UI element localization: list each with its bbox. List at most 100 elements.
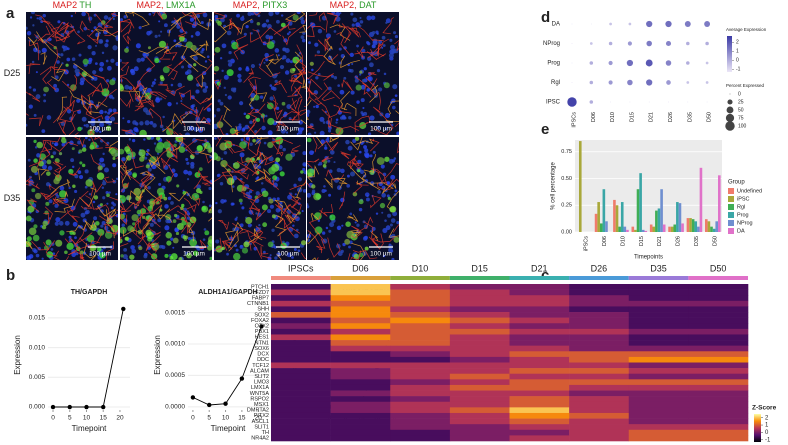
green-cell xyxy=(26,215,32,222)
green-cell xyxy=(292,68,296,72)
neurite xyxy=(139,187,162,203)
neurite xyxy=(292,181,306,199)
neurite xyxy=(367,42,382,58)
heat-cell xyxy=(569,379,630,386)
nucleus xyxy=(371,31,376,35)
group-label: D06 xyxy=(352,263,369,273)
nucleus xyxy=(234,217,238,221)
neurite xyxy=(351,242,366,260)
dot xyxy=(608,60,613,66)
nucleus xyxy=(346,174,350,178)
neurite xyxy=(135,56,156,90)
nucleus xyxy=(364,235,368,240)
nucleus xyxy=(48,199,53,204)
nucleus xyxy=(83,124,86,127)
nucleus xyxy=(66,109,72,114)
nucleus xyxy=(371,44,376,49)
nucleus xyxy=(248,190,253,194)
green-cell xyxy=(120,254,124,258)
nucleus xyxy=(239,202,243,205)
nucleus xyxy=(146,30,151,36)
heat-cell xyxy=(449,345,510,352)
green-cell xyxy=(81,147,87,152)
neurite xyxy=(158,84,169,90)
nucleus xyxy=(286,252,292,258)
nucleus xyxy=(393,157,397,160)
x-tick-label: 15 xyxy=(238,415,246,422)
legend-label: Rgl xyxy=(737,204,745,210)
heat-cell xyxy=(509,407,570,414)
neurite xyxy=(172,137,184,152)
row-label: D35 xyxy=(4,193,21,203)
neurite xyxy=(354,76,372,98)
nucleus xyxy=(227,59,231,63)
green-cell xyxy=(138,149,146,157)
neurite xyxy=(120,165,124,176)
nucleus xyxy=(245,137,250,141)
gene-label: OTX2 xyxy=(255,324,269,330)
neurite xyxy=(214,174,233,182)
heat-cell xyxy=(688,384,749,391)
neurite xyxy=(136,99,155,111)
micrograph xyxy=(120,12,212,135)
size-label: 75 xyxy=(738,115,744,121)
neurite xyxy=(189,53,208,69)
neurite xyxy=(291,71,306,83)
nucleus xyxy=(375,212,379,215)
nucleus xyxy=(74,189,78,194)
nucleus xyxy=(291,256,294,259)
size-key xyxy=(725,113,735,123)
x-tick-label: 5 xyxy=(207,415,211,422)
nucleus xyxy=(154,34,158,38)
neurite xyxy=(99,213,110,223)
green-cell xyxy=(30,165,39,173)
neurite xyxy=(138,46,169,55)
nucleus xyxy=(93,26,97,30)
heat-cell xyxy=(449,407,510,414)
nucleus xyxy=(107,65,112,71)
dot xyxy=(609,22,612,26)
green-cell xyxy=(180,206,184,211)
neurite xyxy=(249,225,264,251)
nucleus xyxy=(302,167,306,172)
neurite xyxy=(279,226,300,248)
green-cell xyxy=(154,57,160,64)
nucleus xyxy=(140,57,145,62)
group-label: D10 xyxy=(412,263,429,273)
heat-cell xyxy=(688,284,749,290)
nucleus xyxy=(296,132,299,135)
heat-cell xyxy=(628,317,689,324)
nucleus xyxy=(319,130,325,135)
micrograph xyxy=(26,137,118,260)
neurite xyxy=(250,229,264,247)
heat-cell xyxy=(390,407,451,414)
neurite xyxy=(89,127,95,135)
neurite xyxy=(370,138,380,152)
nucleus xyxy=(74,236,77,240)
neurite xyxy=(215,137,223,147)
nucleus xyxy=(365,197,370,202)
green-cell xyxy=(198,167,203,171)
size-key xyxy=(725,121,735,131)
heat-cell xyxy=(390,424,451,431)
green-cell xyxy=(45,239,52,246)
neurite xyxy=(34,29,63,44)
nucleus xyxy=(308,41,311,45)
heat-cell xyxy=(271,317,331,324)
nucleus xyxy=(72,221,78,227)
nucleus xyxy=(28,86,32,89)
green-cell xyxy=(214,152,219,161)
heat-cell xyxy=(569,334,630,341)
nucleus xyxy=(163,165,169,170)
green-cell xyxy=(207,239,212,247)
neurite xyxy=(249,27,282,43)
heat-cell xyxy=(509,356,570,363)
nucleus xyxy=(276,19,280,24)
heat-cell xyxy=(271,340,331,346)
nucleus xyxy=(173,172,178,178)
neurite xyxy=(111,13,118,17)
neurite xyxy=(259,54,281,78)
neurite xyxy=(312,137,318,153)
green-cell xyxy=(261,190,269,198)
neurite xyxy=(234,125,239,135)
